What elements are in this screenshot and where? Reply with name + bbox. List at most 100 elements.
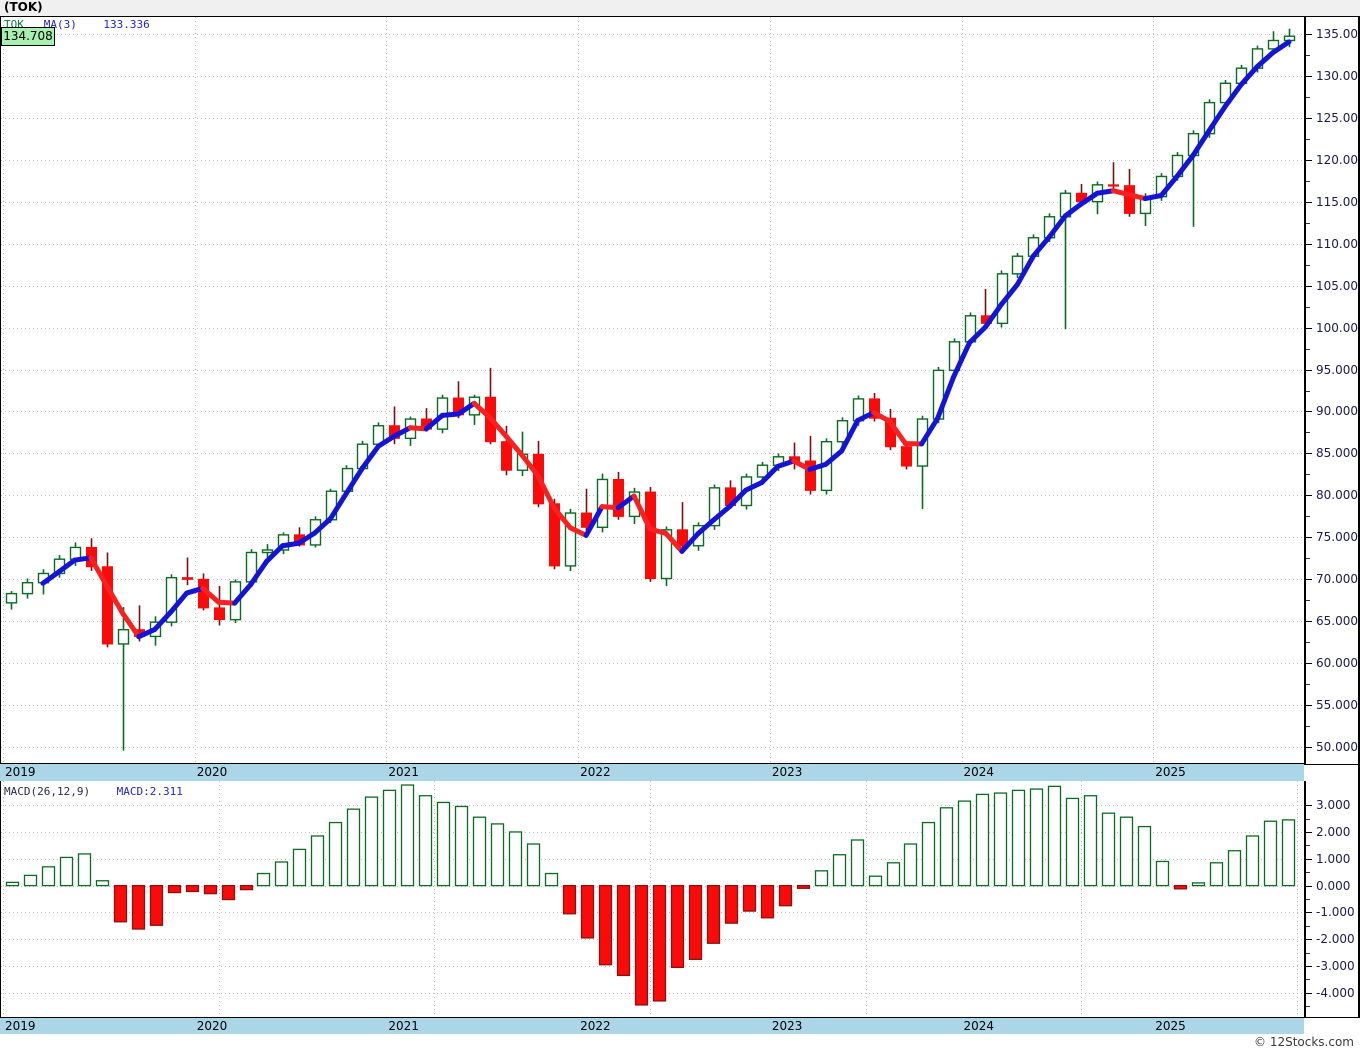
year-label: 2024 — [963, 1019, 995, 1033]
macd-axis-minor-tick — [1306, 872, 1310, 874]
year-label: 2025 — [1155, 1019, 1186, 1033]
price-axis-minor-tick — [1306, 642, 1310, 644]
macd-axis-minor-tick — [1306, 952, 1310, 954]
macd-axis-label: 0.000 — [1316, 878, 1351, 893]
price-axis-minor-tick — [1306, 306, 1310, 308]
macd-axis-tick — [1306, 858, 1312, 860]
macd-axis-label: 2.000 — [1316, 824, 1351, 839]
price-axis-tick — [1306, 579, 1312, 581]
year-label: 2020 — [196, 1019, 228, 1033]
right-frame-border — [1358, 16, 1360, 1017]
year-label: 2019 — [5, 1019, 36, 1033]
year-label: 2020 — [196, 765, 228, 779]
price-axis-tick — [1306, 453, 1312, 455]
macd-axis-tick — [1306, 805, 1312, 807]
macd-axis-tick — [1306, 885, 1312, 887]
year-label: 2023 — [771, 765, 803, 779]
price-axis-minor-tick — [1306, 684, 1310, 686]
price-axis-label: 90.000 — [1316, 404, 1358, 419]
price-axis-minor-tick — [1306, 264, 1310, 266]
macd-axis-label: -2.000 — [1316, 932, 1355, 947]
title-bar: (TOK) — [0, 0, 1360, 16]
price-axis-minor-tick — [1306, 222, 1310, 224]
price-legend-value: 133.336 — [103, 18, 150, 31]
price-axis-label: 105.000 — [1316, 278, 1360, 293]
price-axis-tick — [1306, 747, 1312, 749]
price-axis-tick — [1306, 159, 1312, 161]
year-label: 2023 — [771, 1019, 803, 1033]
macd-legend: MACD(26,12,9) MACD:2.311 — [4, 785, 183, 798]
price-candlestick-plot — [1, 17, 1305, 764]
price-axis-minor-tick — [1306, 432, 1310, 434]
macd-axis-label: -1.000 — [1316, 905, 1355, 920]
macd-axis-minor-tick — [1306, 845, 1310, 847]
year-label: 2021 — [388, 765, 419, 779]
year-label: 2022 — [580, 765, 611, 779]
footer: © 12Stocks.com — [0, 1034, 1360, 1056]
price-axis-tick — [1306, 327, 1312, 329]
macd-chart-panel[interactable] — [0, 781, 1305, 1018]
macd-axis: 3.000 2.000 1.000 0.000 -1.000 -2.000 -3.000 -4… — [1304, 781, 1360, 1018]
year-label: 2024 — [963, 765, 995, 779]
price-axis-label: 80.000 — [1316, 488, 1358, 503]
price-axis-label: 50.000 — [1316, 740, 1358, 755]
last-price-tag: 134.708 — [1, 27, 55, 47]
macd-axis-label: -3.000 — [1316, 959, 1355, 974]
macd-axis-label: 3.000 — [1316, 798, 1351, 813]
price-axis-minor-tick — [1306, 54, 1310, 56]
macd-axis-tick — [1306, 939, 1312, 941]
macd-axis-minor-tick — [1306, 899, 1310, 900]
price-chart-panel[interactable] — [0, 16, 1305, 765]
price-axis-label: 120.000 — [1316, 152, 1360, 167]
macd-axis-tick — [1306, 831, 1312, 833]
year-label: 2025 — [1155, 765, 1186, 779]
price-axis-tick — [1306, 663, 1312, 665]
price-axis-minor-tick — [1306, 348, 1310, 350]
year-label: 2019 — [5, 765, 36, 779]
price-axis-minor-tick — [1306, 96, 1310, 98]
macd-histogram-plot — [1, 781, 1305, 1017]
price-axis-tick — [1306, 621, 1312, 623]
watermark: © 12Stocks.com — [1254, 1035, 1354, 1049]
price-axis-label: 110.000 — [1316, 236, 1360, 251]
price-axis-tick — [1306, 201, 1312, 203]
time-axis-top: 2019 2020 2021 2022 2023 2024 2025 — [0, 763, 1304, 782]
price-axis-minor-tick — [1306, 726, 1310, 728]
price-axis-tick — [1306, 537, 1312, 539]
macd-legend-name: MACD(26,12,9) — [4, 785, 91, 798]
macd-axis-minor-tick — [1306, 818, 1310, 820]
year-label: 2021 — [388, 1019, 419, 1033]
price-axis-minor-tick — [1306, 474, 1310, 476]
price-axis-label: 115.000 — [1316, 194, 1360, 209]
price-axis-label: 60.000 — [1316, 656, 1358, 671]
year-label: 2022 — [580, 1019, 611, 1033]
price-axis-label: 85.000 — [1316, 446, 1358, 461]
price-axis: 135.000 130.000 125.000 120.000 115.000 110.0… — [1304, 16, 1360, 765]
price-axis-label: 100.000 — [1316, 320, 1360, 335]
macd-axis-minor-tick — [1306, 1006, 1310, 1008]
macd-axis-minor-tick — [1306, 925, 1310, 927]
price-axis-label: 135.000 — [1316, 26, 1360, 41]
macd-axis-tick — [1306, 992, 1312, 994]
price-axis-tick — [1306, 369, 1312, 371]
price-axis-minor-tick — [1306, 516, 1310, 518]
macd-legend-value: MACD:2.311 — [116, 785, 183, 798]
price-axis-minor-tick — [1306, 600, 1310, 602]
price-axis-minor-tick — [1306, 390, 1310, 392]
price-axis-tick — [1306, 705, 1312, 707]
price-axis-tick — [1306, 243, 1312, 245]
price-axis-tick — [1306, 75, 1312, 77]
price-axis-minor-tick — [1306, 180, 1310, 182]
price-axis-label: 125.000 — [1316, 110, 1360, 125]
price-axis-label: 65.000 — [1316, 614, 1358, 629]
price-axis-minor-tick — [1306, 558, 1310, 560]
price-axis-label: 55.000 — [1316, 698, 1358, 713]
price-axis-tick — [1306, 33, 1312, 35]
price-axis-tick — [1306, 495, 1312, 497]
price-axis-label: 75.000 — [1316, 530, 1358, 545]
price-axis-tick — [1306, 117, 1312, 119]
price-axis-tick — [1306, 285, 1312, 287]
macd-axis-tick — [1306, 966, 1312, 968]
macd-axis-tick — [1306, 912, 1312, 914]
